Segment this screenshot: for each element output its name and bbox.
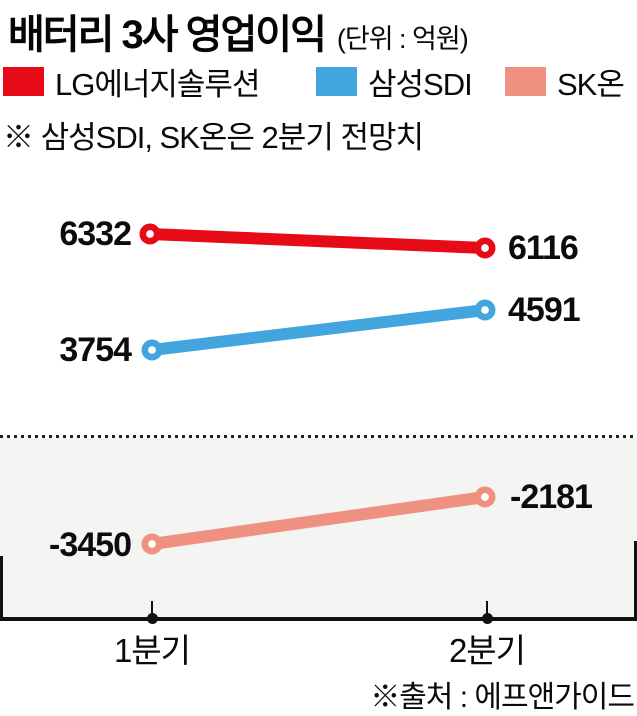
legend-swatch-sdi <box>316 66 357 96</box>
legend-label-sk: SK온 <box>557 66 625 102</box>
marker-lg-q2 <box>474 237 496 259</box>
value-label-lg-q2: 6116 <box>508 229 579 267</box>
marker-lg-q1 <box>139 223 161 245</box>
legend-swatch-sk <box>505 66 546 96</box>
axis-tick-dot-q1 <box>147 613 158 624</box>
series-line-sdi <box>141 299 496 361</box>
axis-right-edge-tick <box>634 541 637 617</box>
axis-tick-q1 <box>151 601 153 617</box>
source-credit: ※출처 : 에프앤가이드 <box>370 681 635 714</box>
legend-swatch-lg <box>3 66 44 96</box>
series-line-lg <box>139 223 496 259</box>
axis-left-edge-tick <box>0 556 3 617</box>
x-axis-line <box>0 617 637 621</box>
axis-tick-dot-q2 <box>482 613 493 624</box>
value-label-sk-q2: -2181 <box>510 478 593 516</box>
value-label-sdi-q1: 3754 <box>59 331 132 369</box>
value-label-sdi-q2: 4591 <box>508 291 581 329</box>
forecast-note: ※ 삼성SDI, SK온은 2분기 전망치 <box>3 120 424 155</box>
axis-tick-q2 <box>486 601 488 617</box>
unit-label: (단위 : 억원) <box>336 24 469 54</box>
legend-label-sdi: 삼성SDI <box>368 66 473 102</box>
chart-header: 배터리 3사 영업이익 (단위 : 억원) <box>8 2 469 60</box>
zero-dotted-line <box>0 435 637 438</box>
marker-sdi-q1 <box>141 339 163 361</box>
value-label-lg-q1: 6332 <box>59 215 132 253</box>
marker-sdi-q2 <box>474 299 496 321</box>
value-label-sk-q1: -3450 <box>49 526 132 564</box>
page-title: 배터리 3사 영업이익 <box>8 13 327 57</box>
legend-item-lg: LG에너지솔루션 <box>3 64 260 102</box>
x-axis-label-q1: 1분기 <box>113 632 191 669</box>
legend-item-sdi: 삼성SDI <box>316 64 473 102</box>
legend-label-lg: LG에너지솔루션 <box>55 66 260 102</box>
legend-item-sk: SK온 <box>505 64 625 102</box>
x-axis-label-q2: 2분기 <box>448 632 526 669</box>
